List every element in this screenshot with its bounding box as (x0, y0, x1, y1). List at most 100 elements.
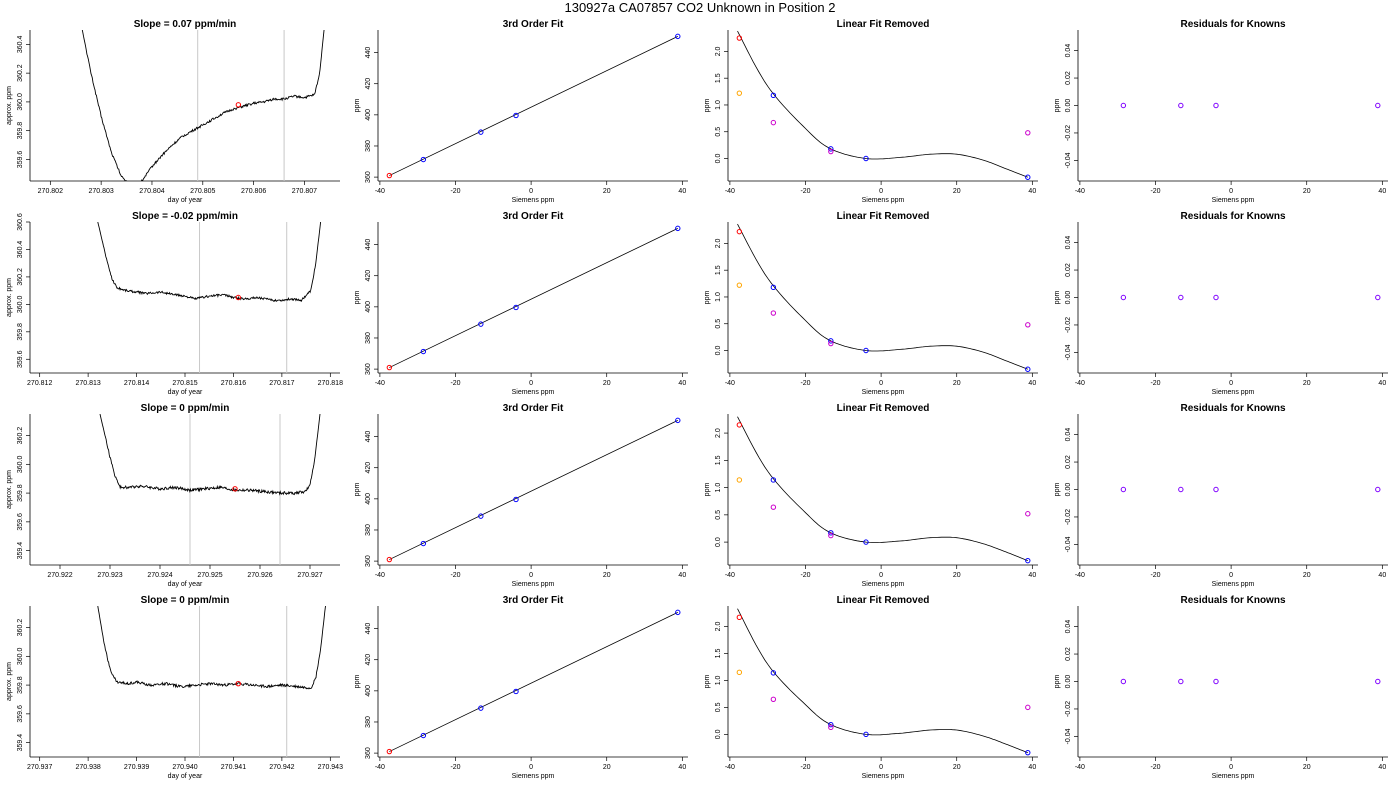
y-tick-label: 0.00 (1065, 483, 1072, 497)
x-tick-label: 270.812 (27, 380, 52, 387)
x-tick-label: 40 (1028, 188, 1036, 195)
y-tick-label: 360 (365, 363, 372, 375)
y-tick-label: 359.8 (17, 122, 24, 140)
panel-r4c2: 3rd Order Fit -40 -20 0 20 40 360 380 400 420 440 S… (354, 595, 688, 780)
y-axis-label: approx. ppm (6, 86, 13, 125)
data-point (736, 422, 743, 428)
x-tick-label: -40 (725, 380, 735, 387)
data-point (828, 148, 834, 155)
x-tick-label: 20 (1303, 188, 1311, 195)
panel-r2c3: Linear Fit Removed -40 -20 0 20 40 0.0 0.5 1.0 1.… (704, 211, 1038, 396)
x-axis-label: day of year (168, 773, 203, 780)
data-point (736, 90, 743, 96)
x-tick-label: -40 (725, 764, 735, 771)
x-tick-label: -40 (375, 572, 385, 579)
y-tick-label: -0.02 (1065, 701, 1072, 717)
data-point (828, 530, 834, 536)
x-tick-label: 20 (603, 380, 611, 387)
y-tick-label: 360 (365, 555, 372, 567)
x-tick-label: 0 (529, 380, 533, 387)
data-point (675, 225, 681, 232)
y-axis-label: ppm (354, 291, 361, 305)
data-point (770, 119, 777, 126)
data-point (1213, 486, 1219, 493)
panel-title: 3rd Order Fit (503, 211, 564, 222)
y-tick-label: 0.00 (1065, 99, 1072, 113)
x-axis-label: Siemens ppm (862, 773, 905, 780)
y-axis-label: ppm (1054, 483, 1061, 497)
x-axis-label: Siemens ppm (512, 581, 555, 588)
data-point (675, 417, 681, 424)
y-tick-label: 400 (365, 301, 372, 313)
analyzer-trace (81, 30, 325, 181)
y-tick-label: 360.2 (17, 64, 24, 82)
y-tick-label: 380 (365, 716, 372, 728)
x-tick-label: 270.924 (147, 572, 172, 579)
y-tick-label: 0.5 (715, 510, 722, 520)
panel-r4c4: Residuals for Knowns -40 -20 0 20 40 -0.04 -0.0… (1054, 595, 1388, 780)
y-tick-label: 420 (365, 462, 372, 474)
data-point (1375, 678, 1381, 685)
x-axis-label: day of year (168, 389, 203, 396)
y-tick-label: 360.0 (17, 93, 24, 111)
x-axis-label: day of year (168, 197, 203, 204)
y-tick-label: 2.0 (715, 238, 722, 248)
y-tick-label: 0.04 (1065, 236, 1072, 250)
y-tick-label: 400 (365, 109, 372, 121)
x-tick-label: 270.802 (38, 188, 63, 195)
x-tick-label: -20 (1150, 380, 1160, 387)
x-tick-label: 0 (1229, 380, 1233, 387)
y-tick-label: 360.2 (17, 427, 24, 445)
data-point (736, 282, 743, 288)
data-point (386, 556, 393, 563)
x-tick-label: 0 (529, 572, 533, 579)
data-point (770, 477, 777, 483)
y-tick-label: 440 (365, 47, 372, 59)
data-point (1025, 704, 1031, 711)
data-point (478, 321, 484, 327)
panel-title: Residuals for Knowns (1180, 211, 1285, 222)
plot-area (389, 228, 678, 368)
x-tick-label: 20 (603, 572, 611, 579)
data-point (1213, 294, 1219, 301)
data-point (675, 609, 681, 616)
x-tick-label: -40 (1075, 572, 1085, 579)
data-point (863, 539, 869, 545)
y-tick-label: 440 (365, 623, 372, 635)
data-point (736, 477, 743, 483)
data-point (1025, 749, 1031, 756)
y-tick-label: 360.6 (17, 213, 24, 231)
average-marker (235, 102, 242, 108)
x-tick-label: 270.937 (27, 764, 52, 771)
x-tick-label: -40 (725, 572, 735, 579)
y-axis-label: ppm (704, 99, 711, 113)
data-point (1120, 678, 1127, 685)
panel-r1c3: Linear Fit Removed -40 -20 0 20 40 0.0 0.5 1.0 1.… (704, 19, 1038, 204)
fit-curve (737, 608, 1028, 754)
data-point (1178, 102, 1184, 109)
y-tick-label: -0.04 (1065, 728, 1072, 744)
y-tick-label: 360 (365, 747, 372, 759)
y-tick-label: 1.5 (715, 455, 722, 465)
data-point (513, 496, 519, 503)
x-tick-label: 270.806 (241, 188, 266, 195)
data-point (770, 670, 777, 676)
x-tick-label: -20 (800, 764, 810, 771)
data-point (828, 724, 834, 731)
data-point (1025, 511, 1031, 517)
y-tick-label: 400 (365, 685, 372, 697)
y-tick-label: 359.8 (17, 676, 24, 694)
x-axis-label: Siemens ppm (512, 773, 555, 780)
x-tick-label: 270.815 (172, 380, 197, 387)
y-tick-label: 360.0 (17, 647, 24, 665)
x-tick-label: 20 (953, 188, 961, 195)
y-tick-label: 359.6 (17, 705, 24, 723)
plot-area (81, 30, 325, 181)
plot-area (389, 420, 678, 560)
x-tick-label: 40 (1378, 188, 1386, 195)
x-tick-label: 270.816 (221, 380, 246, 387)
panel-title: Linear Fit Removed (837, 19, 930, 30)
y-tick-label: 0.0 (715, 537, 722, 547)
y-tick-label: 360.2 (17, 268, 24, 286)
y-tick-label: 440 (365, 431, 372, 443)
